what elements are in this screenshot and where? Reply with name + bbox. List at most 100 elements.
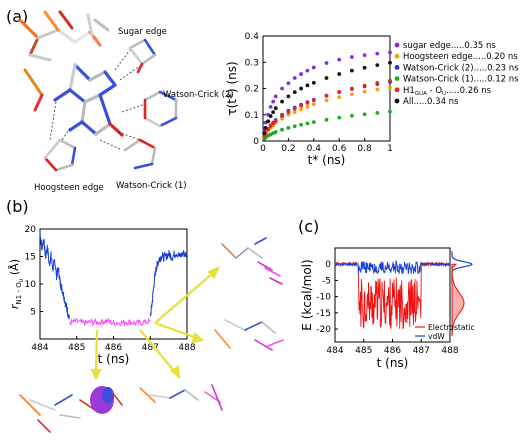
label-sugar-edge: Sugar edge: [118, 27, 167, 37]
data-point-all: [292, 90, 297, 95]
data-point-wc1: [280, 127, 284, 132]
legend-marker-hoogsteen: [394, 53, 400, 59]
data-point-wc1: [375, 111, 380, 115]
data-point-hoogsteen: [286, 112, 291, 117]
data-point-all: [273, 106, 278, 111]
trace-electrostatic: [334, 260, 451, 330]
data-point-wc1: [286, 125, 291, 130]
data-point-h1: [273, 119, 278, 123]
label-watson-crick-1: Watson-Crick (1): [116, 181, 187, 191]
y-tick-label: 0.1: [245, 111, 259, 121]
data-point-sugar: [375, 51, 380, 56]
data-point-all: [305, 83, 310, 88]
snapshot-molecules: [19, 237, 284, 433]
x-tick-label: 487: [142, 343, 159, 353]
data-point-sugar: [292, 76, 297, 80]
y-tick-label: 0.2: [245, 85, 259, 95]
data-point-all: [337, 72, 342, 76]
data-point-sugar: [311, 65, 316, 70]
y-tick-label: 15: [25, 253, 36, 263]
data-point-sugar: [337, 57, 342, 62]
x-tick-label: 0.6: [332, 144, 347, 154]
x-tick-label: 0.4: [307, 144, 322, 154]
data-point-all: [263, 125, 268, 130]
y-tick-label: 0.3: [245, 58, 259, 68]
data-point-wc1: [388, 109, 392, 114]
panel-label-c: (c): [298, 217, 319, 236]
x-tick-label: 485: [68, 343, 85, 353]
data-point-hoogsteen: [280, 116, 284, 121]
data-point-h1: [268, 124, 273, 128]
y-tick-label: 20: [25, 225, 37, 235]
data-point-sugar: [324, 61, 329, 65]
data-point-hoogsteen: [324, 98, 329, 103]
chart-energy-trace: 484 485 486 487 488 0 -5 -10 -15 -20 t (ns) E (kcal…: [300, 247, 475, 370]
data-point-sugar: [273, 94, 278, 99]
data-point-hoogsteen: [362, 89, 367, 94]
data-point-sugar: [268, 104, 273, 109]
panel-label-b: (b): [6, 197, 29, 216]
data-point-all: [266, 119, 270, 124]
data-point-h1: [324, 93, 329, 98]
data-point-h1: [280, 114, 284, 118]
x-tick-label: 488: [441, 346, 458, 356]
data-point-all: [286, 94, 291, 99]
x-tick-label: 0.8: [357, 144, 372, 154]
legend-marker-wc2: [394, 65, 400, 70]
y-tick-label: 10: [25, 280, 37, 290]
legend-label-electrostatic: Electrostatic: [428, 323, 475, 332]
label-hoogsteen-edge: Hoogsteen edge: [34, 183, 104, 193]
data-point-wc1: [292, 124, 297, 129]
data-point-all: [388, 60, 392, 65]
legend-label-sugar: sugar edge.....0.35 ns: [403, 41, 496, 51]
label-watson-crick-2: Watson-Crick (2): [163, 90, 234, 100]
data-point-all: [271, 110, 276, 115]
data-point-h1: [299, 103, 303, 108]
legend-label-wc2: Watson-Crick (2).....0.23 ns: [403, 63, 519, 73]
data-point-wc1: [311, 120, 316, 124]
data-point-h1: [350, 86, 354, 91]
data-point-wc1: [305, 121, 310, 126]
data-point-wc1: [362, 112, 367, 117]
data-point-sugar: [350, 55, 354, 59]
legend-label-wc1: Watson-Crick (1).....0.12 ns: [403, 75, 519, 85]
legend-marker-h1: [394, 87, 400, 93]
histogram-electrostatic: [451, 263, 465, 337]
data-point-hoogsteen: [337, 95, 342, 100]
data-point-sugar: [280, 86, 284, 91]
data-point-wc1: [299, 122, 303, 127]
legend-label-h1: H1GUA - OU.....0.26 ns: [403, 86, 492, 97]
x-tick-label: 486: [105, 343, 122, 353]
data-point-h1: [305, 101, 310, 105]
y-tick-label: 0: [253, 137, 259, 147]
legend-label-all: All.....0.34 ns: [403, 97, 459, 107]
x-tick-label: 485: [355, 346, 372, 356]
trace-magenta-1: [69, 317, 151, 327]
data-point-hoogsteen: [299, 107, 303, 112]
y-axis-label: τ(t*) (ns): [225, 61, 239, 115]
data-point-all: [350, 68, 354, 73]
x-axis-label: t (ns): [98, 352, 130, 366]
y-tick-label: 5: [30, 308, 36, 318]
data-point-sugar: [271, 99, 276, 104]
data-point-h1: [286, 110, 291, 115]
chart-distance-trace: 484 485 486 487 488 5 10 15 20 t (ns) rN1 - OU (Å): [8, 225, 196, 366]
chart-autocorrelation: 0 0.2 0.4 0.6 0.8 100.10.20.30.4t* (ns)τ(t*) …: [225, 32, 519, 167]
y-tick-label: -10: [316, 293, 331, 303]
data-point-h1: [311, 98, 316, 103]
legend-marker-wc1: [394, 76, 400, 81]
trace-blue-2: [149, 250, 188, 317]
data-point-wc1: [337, 115, 342, 120]
x-tick-label: 0: [260, 144, 266, 154]
data-point-h1: [271, 121, 276, 126]
data-point-hoogsteen: [292, 110, 297, 115]
data-point-h1: [388, 78, 392, 83]
data-point-all: [268, 114, 273, 118]
data-point-all: [262, 131, 267, 136]
x-tick-label: 0.2: [281, 144, 295, 154]
legend-label-vdw: vdW: [428, 332, 445, 341]
data-point-hoogsteen: [350, 92, 354, 97]
y-tick-label: -5: [322, 276, 331, 286]
y-tick-label: 0.4: [245, 32, 260, 42]
